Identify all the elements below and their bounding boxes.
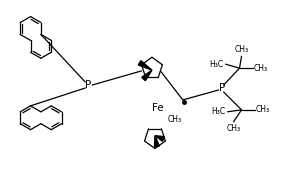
Text: CH₃: CH₃ bbox=[255, 105, 270, 114]
Polygon shape bbox=[138, 61, 152, 70]
Text: H₃C: H₃C bbox=[210, 60, 224, 69]
Text: Fe: Fe bbox=[152, 103, 164, 113]
Text: CH₃: CH₃ bbox=[234, 45, 249, 54]
Text: P: P bbox=[85, 80, 91, 90]
Text: P: P bbox=[218, 83, 225, 93]
Text: CH₃: CH₃ bbox=[253, 64, 268, 73]
Text: CH₃: CH₃ bbox=[168, 115, 182, 124]
Text: CH₃: CH₃ bbox=[227, 124, 241, 133]
Polygon shape bbox=[142, 70, 152, 81]
Text: H₃C: H₃C bbox=[212, 107, 226, 116]
Polygon shape bbox=[155, 136, 164, 141]
Polygon shape bbox=[155, 136, 160, 147]
